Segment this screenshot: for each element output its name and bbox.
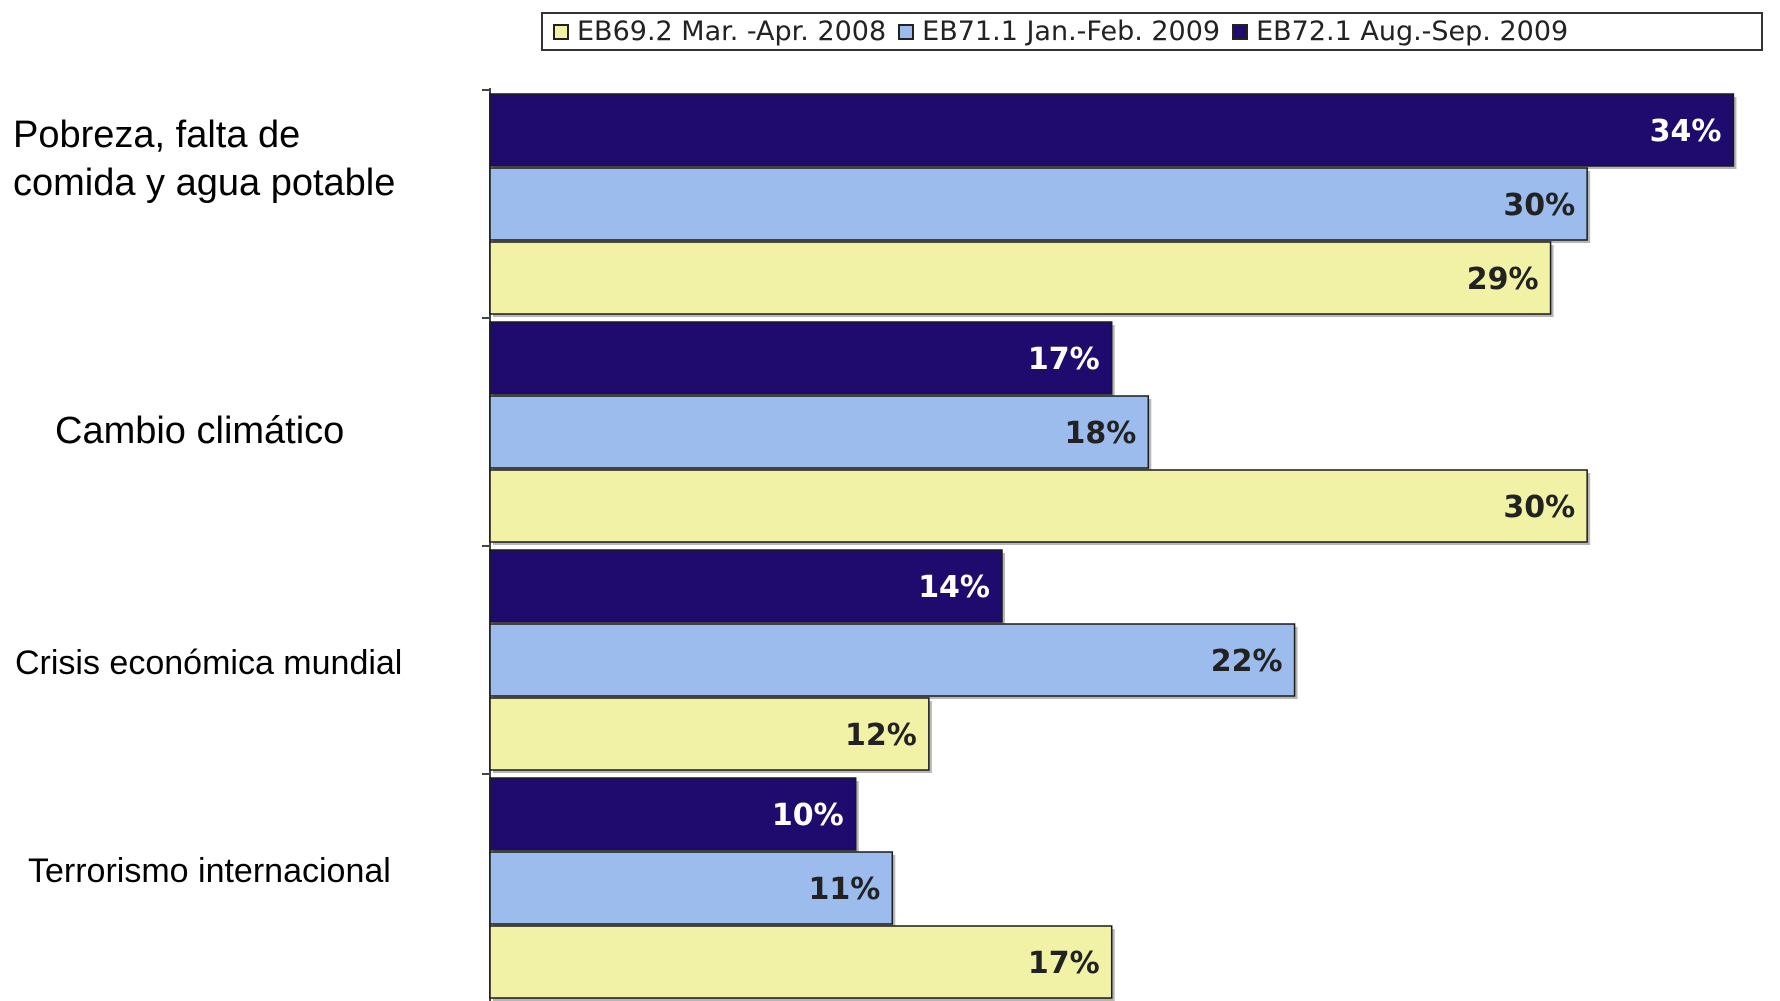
bar-2-2 xyxy=(489,697,930,771)
legend-label-eb71: EB71.1 Jan.-Feb. 2009 xyxy=(922,16,1221,47)
data-label: 11% xyxy=(808,872,880,907)
legend-swatch-eb71 xyxy=(898,23,915,40)
data-label: 10% xyxy=(772,798,844,833)
data-label: 17% xyxy=(1028,342,1100,377)
bar-0-2 xyxy=(489,549,1003,623)
chart-legend: EB69.2 Mar. -Apr. 2008 EB71.1 Jan.-Feb. … xyxy=(541,12,1763,51)
legend-label-eb69: EB69.2 Mar. -Apr. 2008 xyxy=(577,16,887,47)
data-label: 17% xyxy=(1028,946,1100,981)
legend-swatch-eb69 xyxy=(553,23,569,40)
category-label-crisis: Crisis económica mundial xyxy=(15,642,402,685)
data-label: 12% xyxy=(845,718,917,753)
category-label-terrorism-line1: Terrorismo internacional xyxy=(28,852,391,890)
bar-0-1 xyxy=(489,321,1113,395)
data-label: 30% xyxy=(1503,490,1575,525)
bar-0-3 xyxy=(489,777,857,851)
legend-item-eb69: EB69.2 Mar. -Apr. 2008 xyxy=(553,16,886,47)
legend-label-eb72: EB72.1 Aug.-Sep. 2009 xyxy=(1256,16,1569,47)
legend-item-eb72: EB72.1 Aug.-Sep. 2009 xyxy=(1232,16,1568,47)
data-label: 22% xyxy=(1211,644,1283,679)
bar-2-0 xyxy=(489,241,1552,315)
data-label: 18% xyxy=(1064,416,1136,451)
bar-1-2 xyxy=(489,623,1296,697)
bar-1-3 xyxy=(489,851,894,925)
category-label-poverty-line2: comida y agua potable xyxy=(13,161,396,204)
bar-1-0 xyxy=(489,167,1588,241)
data-label: 29% xyxy=(1467,262,1539,297)
bar-2-3 xyxy=(489,925,1113,999)
category-label-poverty: Pobreza, falta de comida y agua potable xyxy=(13,112,395,207)
category-label-crisis-line1: Crisis económica mundial xyxy=(15,644,403,682)
bar-2-1 xyxy=(489,469,1588,543)
category-label-poverty-line1: Pobreza, falta de xyxy=(13,114,301,156)
bar-1-1 xyxy=(489,395,1150,469)
bar-0-0 xyxy=(489,93,1735,167)
category-label-climate-line1: Cambio climático xyxy=(55,410,345,452)
category-label-climate: Cambio climático xyxy=(55,408,344,456)
legend-swatch-eb72 xyxy=(1232,23,1249,40)
data-label: 34% xyxy=(1650,114,1722,149)
legend-item-eb71: EB71.1 Jan.-Feb. 2009 xyxy=(898,16,1220,47)
category-label-terrorism: Terrorismo internacional xyxy=(28,850,391,893)
data-label: 14% xyxy=(918,570,990,605)
data-label: 30% xyxy=(1503,188,1575,223)
